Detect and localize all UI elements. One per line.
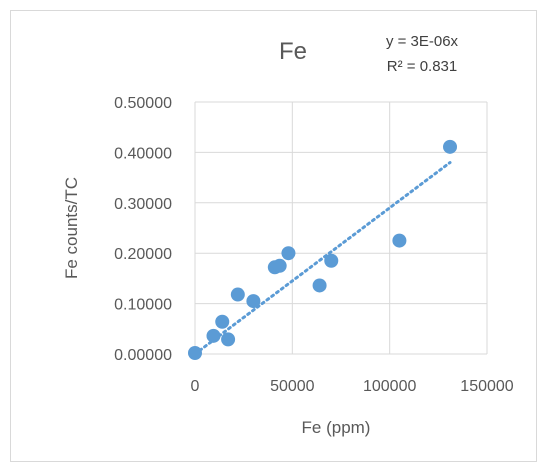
y-tick-label: 0.40000 xyxy=(114,145,172,162)
data-point xyxy=(221,332,236,347)
trendline-equation: y = 3E-06x xyxy=(386,33,459,50)
x-tick-label: 100000 xyxy=(363,378,416,395)
y-tick-label: 0.10000 xyxy=(114,297,172,314)
data-point xyxy=(206,328,221,343)
y-axis-ticks: 0.00000 0.10000 0.20000 0.30000 0.40000 0.500… xyxy=(114,95,172,364)
data-point xyxy=(188,345,202,360)
chart-area xyxy=(10,10,537,462)
x-axis-ticks: 0 50000 100000 150000 xyxy=(191,378,514,395)
chart-title: Fe xyxy=(279,38,307,65)
y-axis-label: Fe counts/TC xyxy=(62,177,81,279)
data-point xyxy=(246,294,261,309)
x-tick-label: 0 xyxy=(191,378,200,395)
y-tick-label: 0.20000 xyxy=(114,246,172,263)
x-tick-label: 50000 xyxy=(270,378,315,395)
data-point xyxy=(392,233,407,248)
data-point xyxy=(272,258,287,273)
data-point xyxy=(230,287,245,302)
y-tick-label: 0.30000 xyxy=(114,196,172,213)
x-axis-label: Fe (ppm) xyxy=(302,418,371,437)
data-point xyxy=(312,278,327,293)
trendline-r-squared: R² = 0.831 xyxy=(387,58,457,75)
trendline xyxy=(193,161,452,356)
trendline-path xyxy=(193,161,452,356)
data-point xyxy=(443,139,458,154)
data-point xyxy=(324,253,339,268)
y-tick-label: 0.50000 xyxy=(114,95,172,112)
data-points xyxy=(188,139,458,360)
y-tick-label: 0.00000 xyxy=(114,347,172,364)
grid-lines xyxy=(194,101,488,355)
data-point xyxy=(281,246,296,261)
data-point xyxy=(215,314,230,329)
x-tick-label: 150000 xyxy=(460,378,513,395)
